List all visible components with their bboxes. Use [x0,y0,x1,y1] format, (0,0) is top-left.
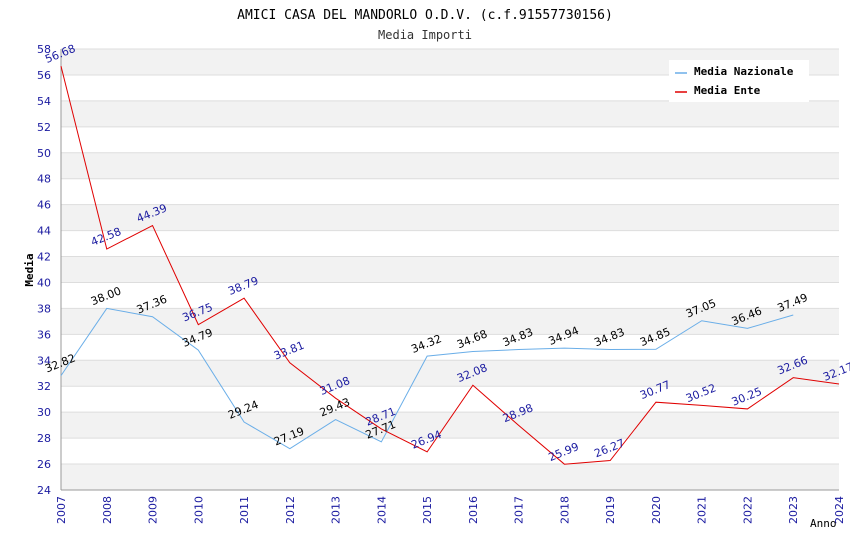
x-tick-label: 2007 [55,496,68,524]
plot-background [60,48,839,491]
y-tick-label: 32 [37,380,51,393]
y-tick-label: 42 [37,251,51,264]
x-axis-label: Anno [810,517,837,530]
x-tick-label: 2019 [604,496,617,524]
grid-band [61,464,839,490]
y-tick-label: 24 [37,484,51,497]
x-tick-label: 2009 [147,496,160,524]
x-tick-label: 2018 [558,496,571,524]
y-tick-label: 36 [37,328,51,341]
y-tick-label: 56 [37,69,51,82]
x-tick-label: 2023 [787,496,800,524]
grid-band [61,204,839,231]
series-lines [60,65,840,465]
y-tick-label: 30 [37,406,51,419]
x-tick-label: 2013 [330,496,343,524]
y-tick-label: 52 [37,121,51,134]
x-tick-label: 2014 [375,496,388,524]
y-tick-label: 46 [37,199,51,212]
x-tick-label: 2008 [101,496,114,524]
y-tick-label: 34 [37,354,51,367]
legend-label-media-ente: Media Ente [694,84,761,97]
x-tick-label: 2011 [238,496,251,524]
y-axis-label: Media [23,253,36,286]
y-tick-label: 50 [37,147,51,160]
legend-box [669,60,809,102]
series-line-media-nazionale [60,307,794,450]
x-tick-label: 2017 [513,496,526,524]
x-tick-label: 2010 [192,496,205,524]
x-tick-label: 2022 [741,496,754,524]
y-tick-label: 38 [37,302,51,315]
x-tick-label: 2020 [650,496,663,524]
chart-subtitle: Media Importi [378,28,472,42]
y-tick-label: 28 [37,432,51,445]
grid-band [61,152,839,179]
chart-title: AMICI CASA DEL MANDORLO O.D.V. (c.f.9155… [237,8,613,23]
x-axis: 2007 2008 2009 2010 2011 2012 2013 2014 2015 2016… [55,496,846,524]
grid-band [61,412,839,439]
x-tick-label: 2015 [421,496,434,524]
y-tick-label: 58 [37,43,51,56]
grid-band [61,308,839,335]
y-tick-label: 40 [37,276,51,289]
grid-band [61,360,839,387]
series-line-media-ente [60,65,840,465]
x-tick-label: 2012 [284,496,297,524]
y-tick-label: 26 [37,458,51,471]
grid-band [61,256,839,283]
x-tick-label: 2021 [696,496,709,524]
y-axis: 24 26 28 30 32 34 36 38 40 42 44 46 48 50 52 54 56 58 [37,43,51,497]
grid-band [61,100,839,127]
y-tick-label: 48 [37,173,51,186]
legend: Media Nazionale Media Ente [669,60,809,102]
y-tick-label: 54 [37,95,51,108]
legend-label-media-nazionale: Media Nazionale [694,65,794,78]
x-tick-label: 2024 [833,496,846,524]
y-tick-label: 44 [37,225,51,238]
x-tick-label: 2016 [467,496,480,524]
